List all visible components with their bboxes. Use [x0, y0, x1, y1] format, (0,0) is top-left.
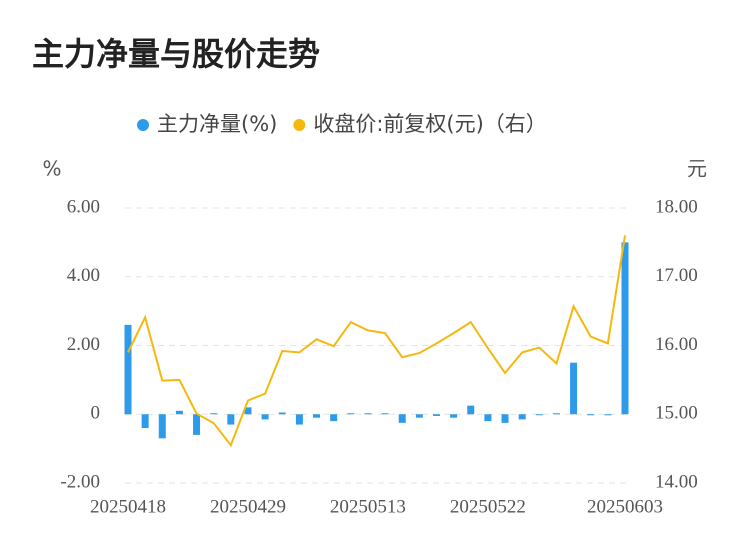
legend-label: 收盘价:前复权(元)（右）	[313, 112, 546, 136]
bar	[587, 414, 595, 416]
y-tick-label: 6.00	[67, 196, 100, 217]
bar	[484, 414, 492, 422]
y2-tick-label: 15.00	[655, 403, 698, 424]
y-tick-label: 2.00	[67, 334, 100, 355]
bar	[330, 414, 338, 422]
bar	[244, 407, 252, 415]
bar	[552, 413, 560, 415]
bar	[347, 413, 355, 415]
bar	[141, 414, 149, 428]
bar	[518, 414, 526, 420]
bar	[604, 414, 612, 416]
chart-title: 主力净量与股价走势	[32, 35, 320, 73]
bar	[570, 362, 578, 415]
x-tick-label: 20250522	[450, 496, 526, 517]
bar	[278, 412, 286, 415]
y2-tick-label: 14.00	[655, 471, 698, 492]
bar	[261, 414, 269, 420]
bar	[432, 414, 440, 416]
bar	[381, 413, 389, 415]
bar	[415, 414, 423, 418]
y2-axis-unit: 元	[687, 157, 707, 181]
bar	[175, 410, 183, 415]
x-tick-label: 20250418	[90, 496, 166, 517]
y-tick-label: 0	[91, 403, 101, 424]
bar	[450, 414, 458, 418]
legend-marker	[137, 119, 149, 131]
bar	[193, 414, 201, 435]
bar	[124, 324, 132, 415]
bar	[313, 414, 321, 418]
y2-tick-label: 18.00	[655, 196, 698, 217]
bar	[501, 414, 509, 423]
bar	[621, 242, 629, 415]
bar	[535, 414, 543, 416]
y-axis-unit: %	[42, 157, 61, 181]
y2-tick-label: 16.00	[655, 334, 698, 355]
legend-marker	[293, 119, 306, 131]
x-tick-label: 20250429	[210, 496, 286, 517]
price-line	[127, 235, 626, 448]
x-tick-label: 20250513	[330, 496, 406, 517]
bar	[295, 414, 303, 425]
bar	[398, 414, 406, 423]
bar	[210, 413, 218, 415]
y-tick-label: -2.00	[60, 471, 100, 492]
bar	[467, 405, 475, 415]
y2-tick-label: 17.00	[655, 265, 698, 286]
bar	[158, 414, 166, 439]
bar	[227, 414, 235, 425]
y-tick-label: 4.00	[67, 265, 100, 286]
bar	[364, 413, 372, 415]
x-tick-label: 20250603	[587, 496, 663, 517]
legend-label: 主力净量(%)	[157, 112, 277, 136]
